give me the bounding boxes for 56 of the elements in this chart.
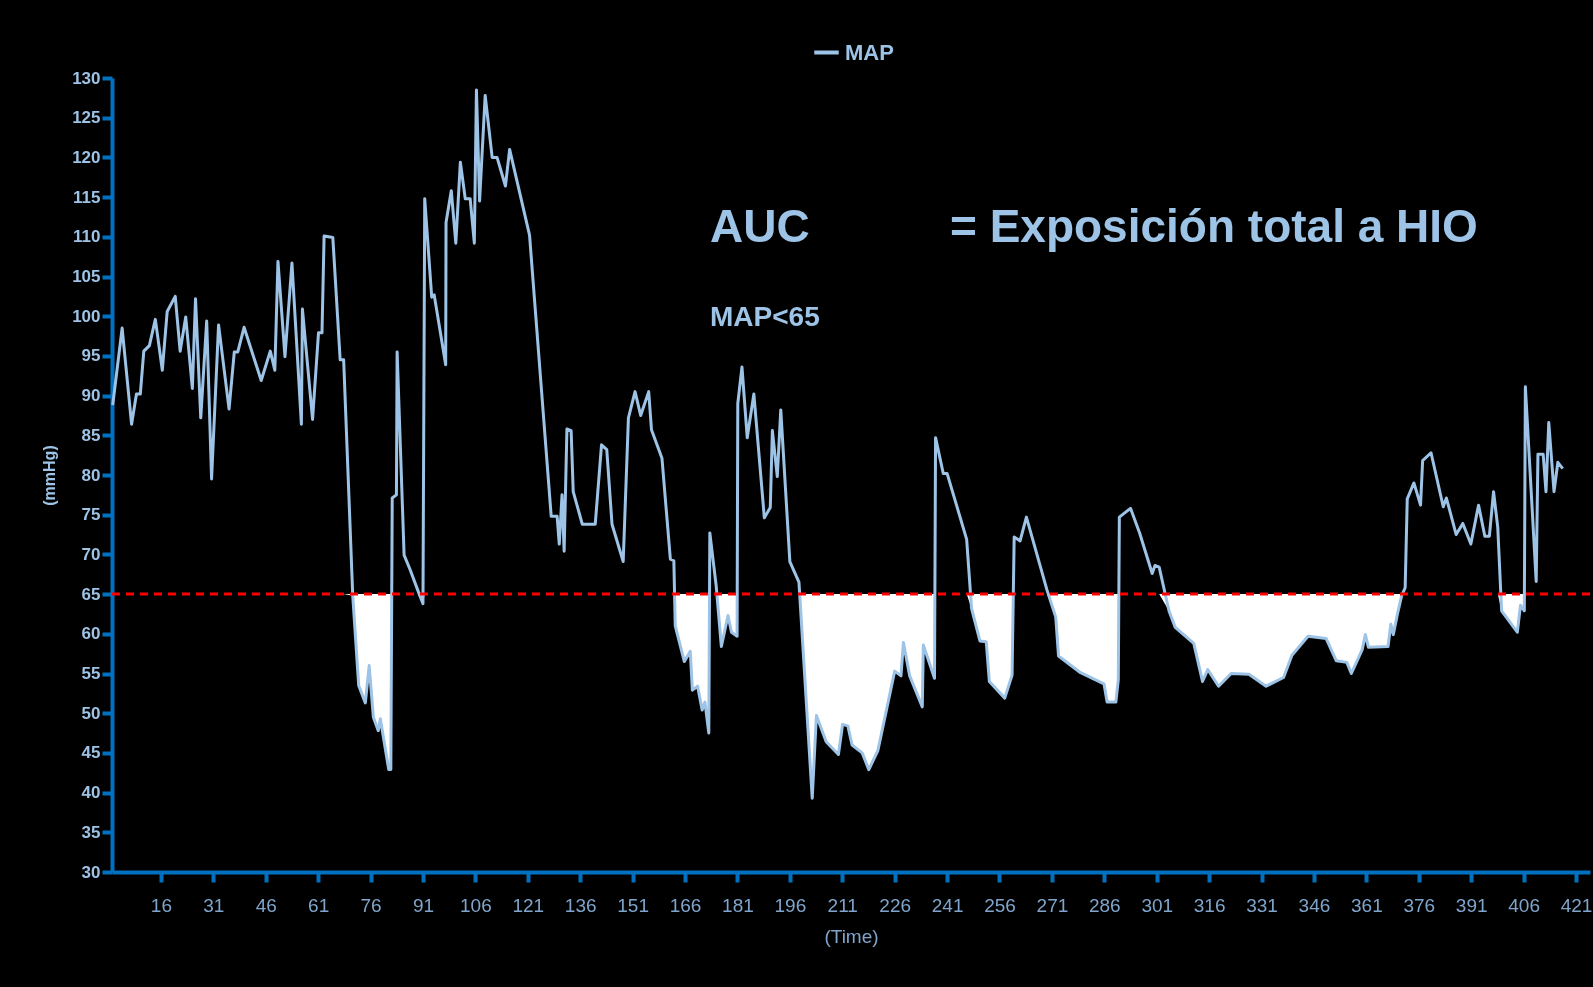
x-tick-label: 361 xyxy=(1351,894,1383,916)
x-tick-label: 421 xyxy=(1560,894,1593,916)
x-tick-label: 61 xyxy=(308,894,330,916)
x-tick-label: 241 xyxy=(931,894,964,916)
x-tick-label: 16 xyxy=(150,894,172,916)
x-tick-label: 331 xyxy=(1246,894,1278,916)
y-tick-label: 65 xyxy=(81,584,101,604)
legend-label: MAP xyxy=(845,39,894,65)
y-tick-label: 50 xyxy=(81,703,101,723)
y-tick-label: 90 xyxy=(81,386,101,406)
x-tick-label: 196 xyxy=(774,894,807,916)
y-tick-label: 95 xyxy=(81,346,101,366)
y-tick-label: 35 xyxy=(81,822,101,842)
x-tick-label: 391 xyxy=(1455,894,1488,916)
x-tick-label: 286 xyxy=(1088,894,1121,916)
annotation: MAP<65 xyxy=(710,301,820,332)
y-tick-label: 130 xyxy=(72,68,101,88)
y-tick-label: 125 xyxy=(72,108,101,128)
y-tick-label: 70 xyxy=(81,544,101,564)
line-series xyxy=(111,88,1565,800)
x-tick-label: 301 xyxy=(1141,894,1174,916)
annotation: AUC xyxy=(710,200,810,252)
y-tick-label: 115 xyxy=(73,187,101,207)
x-tick-label: 46 xyxy=(255,894,277,916)
x-tick-label: 136 xyxy=(564,894,597,916)
x-tick-label: 271 xyxy=(1036,894,1069,916)
x-axis-title: (Time) xyxy=(824,925,879,947)
x-tick-label: 31 xyxy=(203,894,225,916)
y-tick-label: 75 xyxy=(81,505,101,525)
annotation: = Exposición total a HIO xyxy=(950,200,1478,252)
x-tick-label: 121 xyxy=(512,894,545,916)
y-tick-label: 105 xyxy=(72,267,101,286)
x-tick-label: 226 xyxy=(879,894,912,916)
x-tick-label: 76 xyxy=(360,894,382,916)
y-tick-label: 120 xyxy=(72,147,101,167)
y-tick-label: 110 xyxy=(73,227,101,247)
x-tick-label: 316 xyxy=(1193,894,1226,916)
x-tick-label: 166 xyxy=(669,894,702,916)
x-tick-label: 106 xyxy=(460,894,492,916)
y-tick-label: 85 xyxy=(81,425,101,445)
x-tick-label: 256 xyxy=(984,894,1016,916)
x-tick-label: 91 xyxy=(412,894,435,916)
y-tick-label: 80 xyxy=(81,465,101,485)
y-axis-title: (mmHg) xyxy=(41,445,59,506)
x-tick-label: 181 xyxy=(722,894,754,916)
x-tick-label: 346 xyxy=(1298,894,1331,916)
y-tick-label: 60 xyxy=(81,624,101,644)
x-tick-label: 211 xyxy=(827,894,858,916)
y-tick-label: 55 xyxy=(81,664,101,683)
x-tick-label: 406 xyxy=(1508,894,1540,916)
x-tick-label: 376 xyxy=(1403,894,1436,916)
y-tick-label: 45 xyxy=(81,743,101,763)
x-tick-label: 151 xyxy=(617,894,649,916)
y-tick-label: 30 xyxy=(81,862,101,882)
y-tick-label: 100 xyxy=(72,306,101,326)
y-tick-label: 40 xyxy=(81,783,101,803)
